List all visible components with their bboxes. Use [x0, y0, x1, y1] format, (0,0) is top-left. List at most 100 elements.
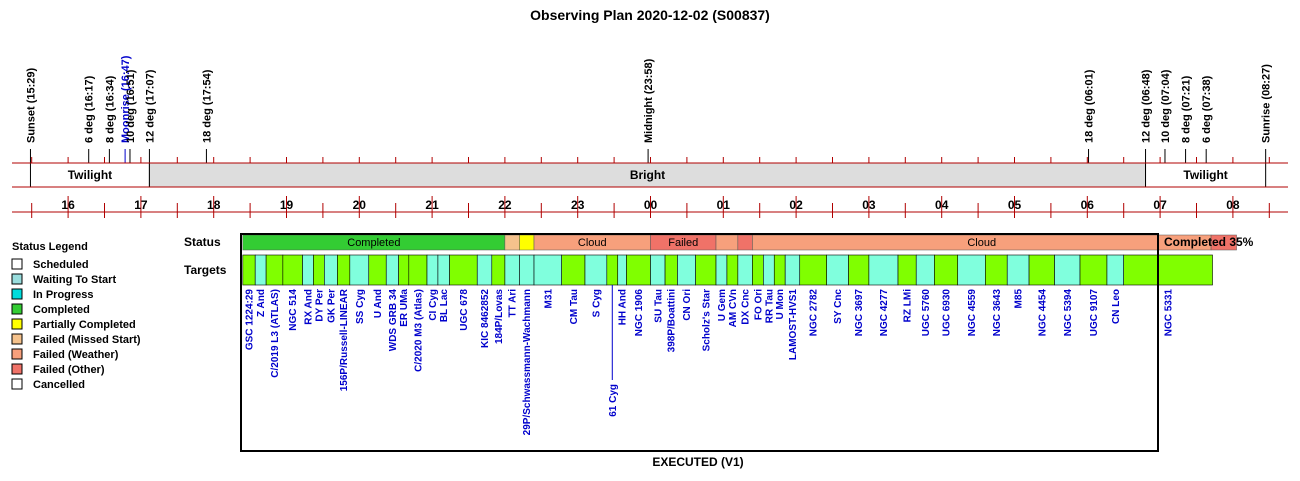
legend-swatch	[11, 288, 23, 300]
event-label: Sunrise (08:27)	[1261, 64, 1273, 143]
target-name: KIC 8462852	[480, 289, 491, 348]
target-name: DY Per	[314, 289, 325, 322]
target-block	[664, 254, 678, 286]
legend-swatch	[11, 333, 23, 345]
target-name: TT Ari	[508, 289, 519, 318]
target-name: NGC 5331	[1164, 289, 1175, 337]
target-name: AM CVn	[728, 289, 739, 327]
hour-tick-label: 21	[425, 198, 439, 212]
status-segment	[504, 234, 520, 251]
target-block	[1006, 254, 1030, 286]
legend-swatch	[11, 378, 23, 390]
target-block	[934, 254, 959, 286]
event-label: 18 deg (06:01)	[1084, 69, 1096, 143]
legend-item-label: Failed (Missed Start)	[33, 334, 141, 346]
target-block	[726, 254, 739, 286]
target-name: 156P/Russell-LINEAR	[339, 288, 350, 391]
target-block	[242, 254, 256, 286]
target-block	[398, 254, 410, 286]
target-block	[385, 254, 399, 286]
target-name: 184P/Lovas	[494, 289, 505, 344]
target-block	[848, 254, 870, 286]
targets-row-label: Targets	[184, 263, 227, 277]
target-name: DX Cnc	[741, 289, 752, 325]
hour-tick-label: 01	[717, 198, 731, 212]
target-name: C/2020 M3 (Atlas)	[413, 289, 424, 372]
legend-swatch	[11, 303, 23, 315]
event-label: Sunset (15:29)	[25, 67, 37, 143]
hour-tick-label: 16	[61, 198, 75, 212]
status-segment	[715, 234, 739, 251]
event-label: 8 deg (07:21)	[1181, 75, 1193, 143]
status-segment-label: Failed	[668, 237, 698, 249]
hour-tick-label: 23	[571, 198, 585, 212]
status-segment-label: Cloud	[967, 237, 996, 249]
target-block	[282, 254, 303, 286]
sky-band-label: Twilight	[1183, 168, 1227, 182]
legend-item-label: Cancelled	[33, 379, 85, 391]
status-segment-label: Cloud	[578, 237, 607, 249]
target-name: RR Tau	[764, 289, 775, 323]
event-label: 10 deg (16:51)	[125, 69, 137, 143]
target-block	[985, 254, 1008, 286]
target-name: NGC 4277	[879, 289, 890, 337]
target-block	[826, 254, 849, 286]
target-block	[650, 254, 666, 286]
target-block	[897, 254, 917, 286]
sky-band	[1145, 162, 1267, 188]
executed-footer: EXECUTED (V1)	[652, 455, 743, 469]
hour-tick-label: 07	[1153, 198, 1167, 212]
completion-summary: Completed 35%	[1164, 235, 1254, 249]
target-name: U And	[373, 289, 384, 318]
target-block	[254, 254, 267, 286]
event-label: 12 deg (17:07)	[144, 69, 156, 143]
target-block	[337, 254, 351, 286]
target-block	[476, 254, 493, 286]
legend-swatch	[11, 273, 23, 285]
target-block	[1054, 254, 1081, 286]
target-name: NGC 4454	[1037, 289, 1048, 337]
plan-frame	[240, 233, 1159, 452]
target-block	[763, 254, 775, 286]
target-name: FO Ori	[753, 289, 764, 320]
target-name: 398P/Boattini	[667, 289, 678, 353]
target-block	[606, 254, 619, 286]
target-block	[715, 254, 728, 286]
legend-item-label: Waiting To Start	[33, 274, 116, 286]
target-block	[561, 254, 586, 286]
target-name: UGC 9107	[1089, 289, 1100, 337]
target-name: S Cyg	[591, 289, 602, 317]
status-segment	[519, 234, 535, 251]
target-name: NGC 5394	[1063, 289, 1074, 337]
target-block	[1123, 254, 1213, 286]
target-block	[519, 254, 535, 286]
target-block	[737, 254, 753, 286]
legend-title: Status Legend	[12, 241, 88, 253]
status-legend: Status Legend Scheduled Waiting To Start In…	[11, 241, 141, 391]
event-label: Moonrise (16:47)	[120, 55, 132, 143]
target-block	[957, 254, 986, 286]
target-name: NGC 1906	[634, 289, 645, 337]
target-block	[868, 254, 899, 286]
target-name: CM Tau	[569, 289, 580, 324]
target-name: UGC 6930	[942, 289, 953, 337]
legend-swatch	[11, 318, 23, 330]
target-block	[677, 254, 696, 286]
target-name: CI Cyg	[428, 289, 439, 321]
target-name: RZ LMi	[903, 289, 914, 323]
legend-item-label: Completed	[33, 304, 90, 316]
target-block	[368, 254, 387, 286]
target-block	[784, 254, 801, 286]
legend-swatch	[11, 258, 23, 270]
legend-item-label: Partially Completed	[33, 319, 136, 331]
target-name: C/2019 L3 (ATLAS)	[270, 289, 281, 378]
target-name: 61 Cyg	[608, 384, 619, 417]
sky-band	[148, 162, 1147, 188]
event-label: 10 deg (07:04)	[1160, 69, 1172, 143]
target-name: NGC 514	[288, 289, 299, 331]
target-name: SY Cnc	[833, 289, 844, 324]
legend-swatch	[11, 348, 23, 360]
target-name: NGC 4559	[967, 289, 978, 337]
event-label: 18 deg (17:54)	[201, 69, 213, 143]
